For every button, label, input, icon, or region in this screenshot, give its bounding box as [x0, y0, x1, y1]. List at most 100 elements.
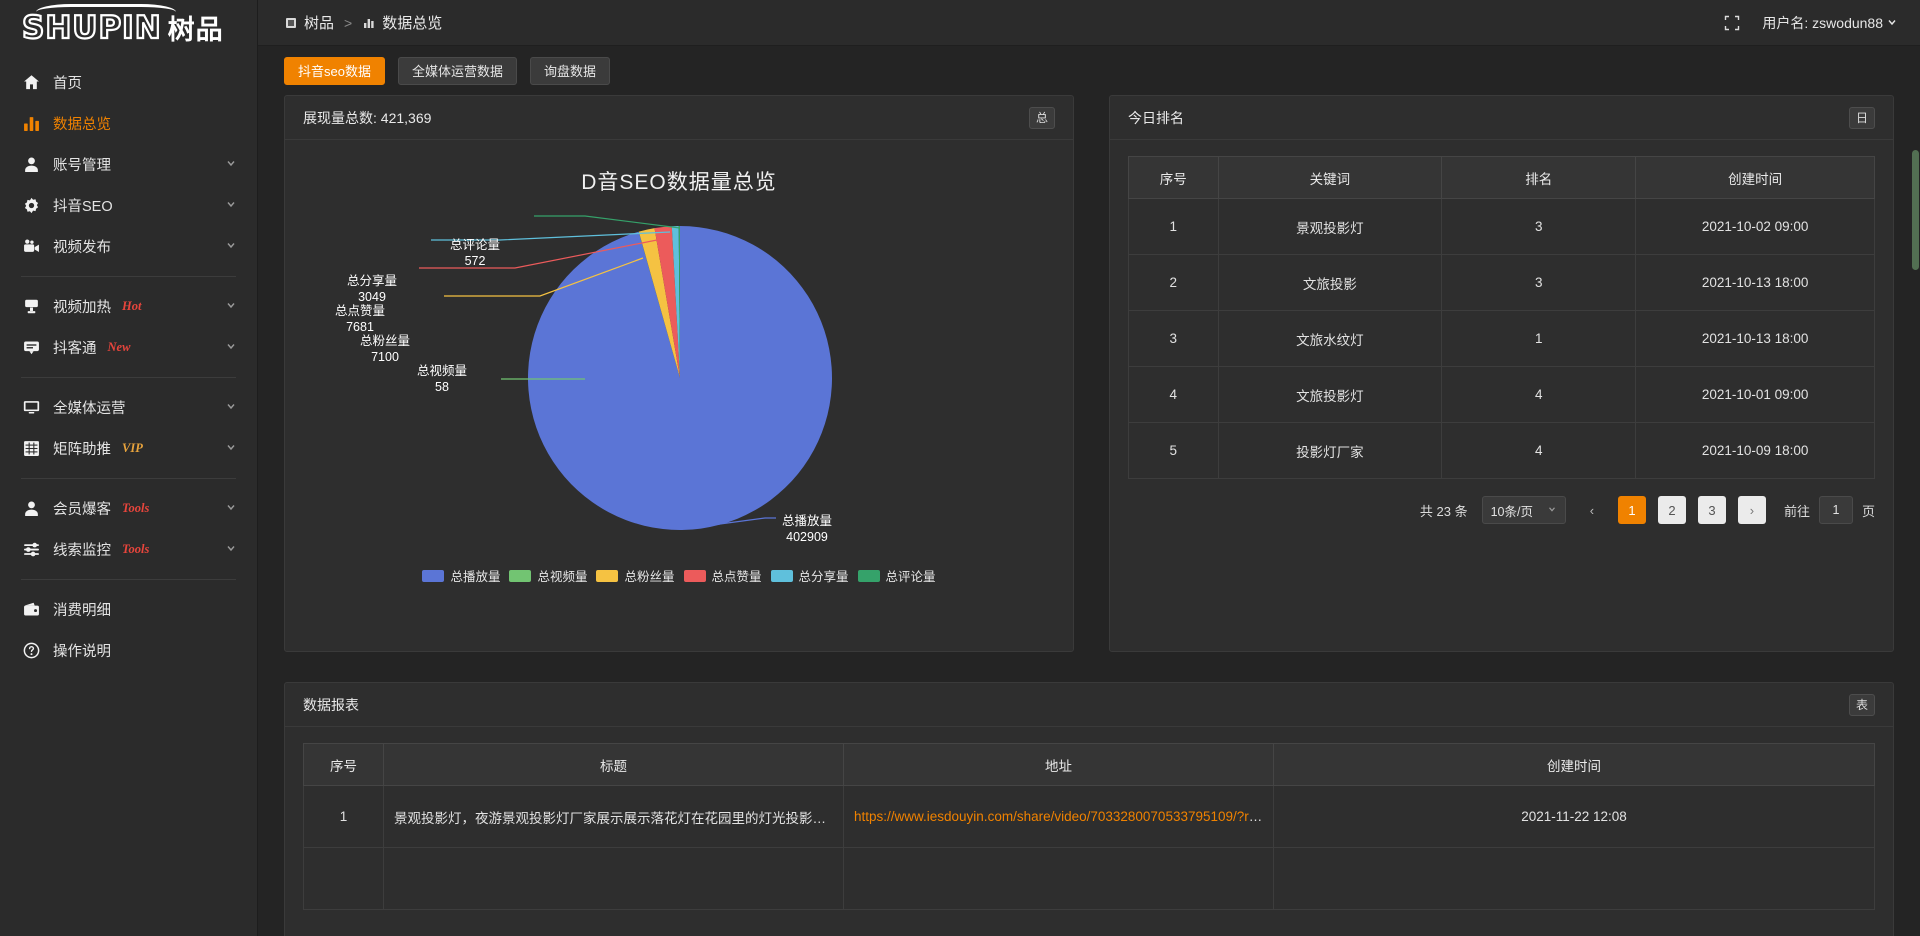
chart-bar-icon [362, 16, 376, 30]
legend-item-1[interactable]: 总视频量 [509, 566, 587, 585]
sidebar-item-label: 操作说明 [53, 644, 111, 660]
rank-card-badge[interactable]: 日 [1848, 106, 1875, 129]
table-cell: 文旅投影 [1217, 254, 1443, 311]
brand-logo[interactable]: SHUPIN 树品 [0, 0, 257, 52]
chevron-down-icon [225, 542, 237, 557]
table-cell: 2021-10-09 18:00 [1635, 422, 1875, 479]
legend-swatch [857, 569, 880, 582]
chevron-down-icon [225, 198, 237, 213]
sidebar-separator [21, 579, 236, 580]
page-jump-input[interactable] [1818, 496, 1853, 524]
table-row[interactable]: 1 景观投影灯 3 2021-10-02 09:00 [1128, 198, 1875, 255]
table-row[interactable]: 5 投影灯厂家 4 2021-10-09 18:00 [1128, 422, 1875, 479]
report-col-header: 标题 [383, 743, 844, 786]
sidebar-item-8[interactable]: 矩阵助推 VIP [0, 428, 257, 469]
sidebar-item-5[interactable]: 视频加热 Hot [0, 286, 257, 327]
sidebar-item-0[interactable]: 首页 [0, 62, 257, 103]
pie-slice[interactable] [654, 226, 680, 378]
sidebar-item-label: 视频发布 [53, 240, 111, 256]
legend-item-0[interactable]: 总播放量 [422, 566, 500, 585]
page-button-1[interactable]: 1 [1617, 496, 1646, 524]
sidebar-item-4[interactable]: 视频发布 [0, 226, 257, 267]
sidebar-item-2[interactable]: 账号管理 [0, 144, 257, 185]
sidebar-item-11[interactable]: 消费明细 [0, 589, 257, 630]
page-button-3[interactable]: 3 [1697, 496, 1726, 524]
legend-swatch [422, 569, 445, 582]
report-url-link[interactable]: https://www.iesdouyin.com/share/video/70… [854, 809, 1274, 824]
page-prev-button[interactable]: ‹ [1589, 502, 1595, 518]
report-table-body: 1 景观投影灯，夜游景观投影灯厂家展示展示落花灯在花园里的灯光投影应用效果 # ht… [303, 785, 1875, 910]
table-row[interactable]: 1 景观投影灯，夜游景观投影灯厂家展示展示落花灯在花园里的灯光投影应用效果 # ht… [303, 785, 1875, 848]
sidebar-item-10[interactable]: 线索监控 Tools [0, 529, 257, 570]
sidebar-item-12[interactable]: 操作说明 [0, 630, 257, 671]
question-circle-icon [21, 642, 41, 660]
tab-1[interactable]: 全媒体运营数据 [397, 56, 517, 85]
report-url-cell[interactable]: https://www.iesdouyin.com/share/video/70… [843, 785, 1274, 848]
legend-item-2[interactable]: 总粉丝量 [596, 566, 675, 585]
table-row[interactable] [303, 847, 1875, 910]
table-cell: 1 [1441, 310, 1637, 367]
table-cell: 2021-10-01 09:00 [1635, 366, 1875, 423]
pie-label-name: 总粉丝量 [360, 334, 411, 348]
tab-0[interactable]: 抖音seo数据 [284, 56, 385, 85]
rank-col-header: 创建时间 [1635, 156, 1875, 199]
topbar: 树品 > 数据总览 用户名: zswodun88 [258, 0, 1920, 46]
table-cell: 2021-10-13 18:00 [1635, 310, 1875, 367]
user-menu[interactable]: 用户名: zswodun88 [1762, 13, 1898, 33]
report-table: 序号 标题 地址 创建时间 1 景观投影灯，夜游景观投影灯厂家展示展示落花灯在花园里的灯… [303, 743, 1875, 910]
report-created-cell: 2021-11-22 12:08 [1273, 785, 1875, 848]
breadcrumb-item-root[interactable]: 树品 [284, 12, 334, 33]
sidebar-item-9[interactable]: 会员爆客 Tools [0, 488, 257, 529]
legend-item-5[interactable]: 总评论量 [857, 566, 936, 585]
pie-chart[interactable]: 总播放量 402909 总视频量 58 总粉丝量 7100 总点赞量 7681 总分享量 3049… [285, 196, 1075, 566]
sidebar-item-7[interactable]: 全媒体运营 [0, 387, 257, 428]
user-solid-icon [21, 500, 41, 518]
table-row[interactable]: 2 文旅投影 3 2021-10-13 18:00 [1128, 254, 1875, 311]
legend-swatch [509, 569, 532, 582]
chevron-down-icon [225, 400, 237, 415]
pie-slice[interactable] [678, 226, 680, 378]
page-content: 展现量总数: 421,369 总 D音SEO数据量总览 总播放量 402909 总视… [258, 95, 1920, 936]
chevron-down-icon [225, 157, 237, 172]
table-row[interactable]: 4 文旅投影灯 4 2021-10-01 09:00 [1128, 366, 1875, 423]
table-cell: 1 [1128, 198, 1219, 255]
report-index-cell: 1 [303, 785, 384, 848]
pie-slice-label: 总点赞量 7681 [335, 304, 385, 335]
report-card-header: 数据报表 表 [285, 683, 1893, 727]
pie-slice[interactable] [671, 226, 680, 378]
chart-legend: 总播放量 总视频量 总粉丝量 总点赞量 总分享量 总评论量 [285, 566, 1073, 599]
table-cell: 2021-10-13 18:00 [1635, 254, 1875, 311]
legend-item-4[interactable]: 总分享量 [770, 566, 849, 585]
report-body: 序号 标题 地址 创建时间 1 景观投影灯，夜游景观投影灯厂家展示展示落花灯在花园里的灯… [285, 727, 1893, 910]
sidebar: SHUPIN 树品 首页 数据总览 账号管理 抖音SEO 视频发布视频加热 Hot 抖客通 N… [0, 0, 258, 936]
pie-slice-label: 总分享量 3049 [347, 274, 397, 305]
user-label: 用户名: zswodun88 [1762, 14, 1883, 31]
sidebar-item-tag: Tools [122, 542, 150, 556]
tab-2[interactable]: 询盘数据 [529, 56, 610, 85]
chart-card-badge[interactable]: 总 [1028, 106, 1055, 129]
vertical-scrollbar[interactable] [1912, 150, 1919, 270]
table-cell: 3 [1441, 198, 1637, 255]
report-card-badge[interactable]: 表 [1848, 693, 1875, 716]
rank-card: 今日排名 日 序号 关键词 排名 创建时间 1 景观投影灯 3 2021-10-02 09:… [1109, 95, 1894, 652]
legend-item-3[interactable]: 总点赞量 [683, 566, 762, 585]
breadcrumb-item-current[interactable]: 数据总览 [362, 12, 442, 33]
sidebar-item-3[interactable]: 抖音SEO [0, 185, 257, 226]
table-row[interactable]: 3 文旅水纹灯 1 2021-10-13 18:00 [1128, 310, 1875, 367]
sidebar-item-1[interactable]: 数据总览 [0, 103, 257, 144]
legend-label: 总分享量 [798, 570, 849, 584]
table-cell [303, 847, 384, 910]
fullscreen-icon[interactable] [1724, 15, 1740, 31]
breadcrumb-current-label: 数据总览 [382, 15, 443, 32]
page-size-select[interactable]: 10条/页 [1481, 496, 1566, 524]
legend-label: 总播放量 [450, 570, 501, 584]
user-icon [21, 156, 41, 174]
sidebar-item-6[interactable]: 抖客通 New [0, 327, 257, 368]
page-button-2[interactable]: 2 [1657, 496, 1686, 524]
chevron-down-icon [225, 340, 237, 355]
wallet-icon [21, 601, 41, 619]
chevron-down-icon [1886, 15, 1898, 31]
table-cell [383, 847, 844, 910]
page-next-button[interactable]: › [1737, 496, 1766, 524]
report-col-header: 创建时间 [1273, 743, 1875, 786]
